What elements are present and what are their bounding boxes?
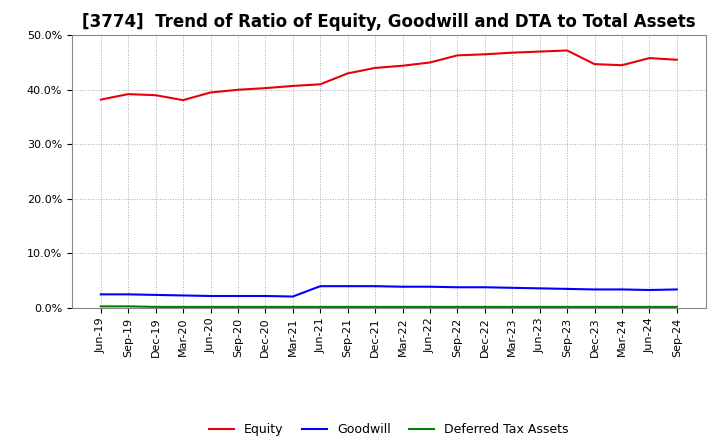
- Deferred Tax Assets: [206, 304, 215, 310]
- Goodwill: [316, 283, 325, 289]
- Goodwill: [151, 292, 160, 297]
- Deferred Tax Assets: [480, 304, 489, 310]
- Equity: [398, 63, 407, 68]
- Equity: [289, 83, 297, 88]
- Goodwill: [672, 287, 681, 292]
- Equity: [343, 71, 352, 76]
- Deferred Tax Assets: [124, 304, 132, 309]
- Equity: [371, 65, 379, 70]
- Equity: [618, 62, 626, 68]
- Equity: [261, 85, 270, 91]
- Equity: [508, 50, 516, 55]
- Deferred Tax Assets: [233, 304, 242, 310]
- Deferred Tax Assets: [261, 304, 270, 310]
- Equity: [480, 51, 489, 57]
- Goodwill: [536, 286, 544, 291]
- Equity: [453, 53, 462, 58]
- Goodwill: [645, 287, 654, 293]
- Equity: [124, 92, 132, 97]
- Deferred Tax Assets: [316, 304, 325, 310]
- Goodwill: [426, 284, 434, 290]
- Goodwill: [179, 293, 187, 298]
- Goodwill: [453, 285, 462, 290]
- Goodwill: [398, 284, 407, 290]
- Equity: [426, 60, 434, 65]
- Goodwill: [508, 285, 516, 290]
- Deferred Tax Assets: [343, 304, 352, 310]
- Deferred Tax Assets: [426, 304, 434, 310]
- Goodwill: [206, 293, 215, 299]
- Goodwill: [563, 286, 572, 292]
- Equity: [536, 49, 544, 54]
- Deferred Tax Assets: [151, 304, 160, 310]
- Line: Deferred Tax Assets: Deferred Tax Assets: [101, 306, 677, 307]
- Goodwill: [618, 287, 626, 292]
- Equity: [151, 92, 160, 98]
- Deferred Tax Assets: [371, 304, 379, 310]
- Deferred Tax Assets: [398, 304, 407, 310]
- Line: Goodwill: Goodwill: [101, 286, 677, 297]
- Equity: [316, 82, 325, 87]
- Deferred Tax Assets: [536, 304, 544, 310]
- Goodwill: [343, 283, 352, 289]
- Title: [3774]  Trend of Ratio of Equity, Goodwill and DTA to Total Assets: [3774] Trend of Ratio of Equity, Goodwil…: [82, 13, 696, 31]
- Equity: [672, 57, 681, 62]
- Deferred Tax Assets: [508, 304, 516, 310]
- Goodwill: [480, 285, 489, 290]
- Deferred Tax Assets: [672, 304, 681, 310]
- Deferred Tax Assets: [645, 304, 654, 310]
- Goodwill: [96, 292, 105, 297]
- Line: Equity: Equity: [101, 51, 677, 100]
- Goodwill: [590, 287, 599, 292]
- Equity: [563, 48, 572, 53]
- Equity: [645, 55, 654, 61]
- Goodwill: [124, 292, 132, 297]
- Equity: [233, 87, 242, 92]
- Equity: [206, 90, 215, 95]
- Legend: Equity, Goodwill, Deferred Tax Assets: Equity, Goodwill, Deferred Tax Assets: [204, 418, 574, 440]
- Equity: [590, 62, 599, 67]
- Deferred Tax Assets: [179, 304, 187, 310]
- Deferred Tax Assets: [590, 304, 599, 310]
- Deferred Tax Assets: [453, 304, 462, 310]
- Deferred Tax Assets: [563, 304, 572, 310]
- Goodwill: [261, 293, 270, 299]
- Goodwill: [371, 283, 379, 289]
- Deferred Tax Assets: [289, 304, 297, 310]
- Goodwill: [233, 293, 242, 299]
- Equity: [96, 97, 105, 102]
- Equity: [179, 98, 187, 103]
- Goodwill: [289, 294, 297, 299]
- Deferred Tax Assets: [618, 304, 626, 310]
- Deferred Tax Assets: [96, 304, 105, 309]
